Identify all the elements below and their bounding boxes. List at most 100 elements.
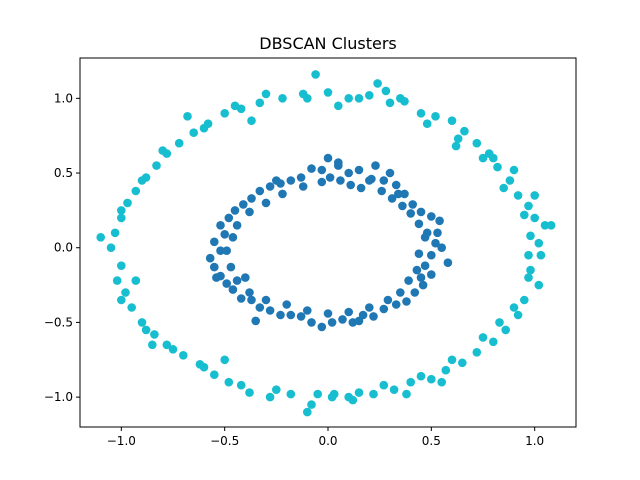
x-tick-label: 0.0 (318, 434, 337, 448)
cluster-2-point (489, 337, 498, 347)
cluster-1-point (391, 180, 401, 190)
cluster-2-point (210, 370, 219, 380)
cluster-2-point (117, 206, 126, 215)
cluster-2-point (255, 98, 265, 108)
cluster-2-point (524, 273, 533, 282)
cluster-1-point (282, 300, 292, 309)
cluster-1-point (216, 246, 225, 255)
cluster-2-point (158, 146, 167, 155)
cluster-1-point (431, 238, 440, 248)
cluster-1-point (391, 300, 401, 309)
cluster-2-point (369, 389, 378, 399)
cluster-2-point (110, 228, 120, 238)
cluster-2-point (379, 380, 389, 390)
cluster-1-point (435, 216, 444, 226)
cluster-2-point (505, 176, 515, 185)
cluster-1-point (346, 180, 356, 190)
cluster-2-point (112, 276, 122, 285)
cluster-2-point (416, 371, 426, 381)
cluster-2-point (526, 231, 535, 241)
cluster-2-point (236, 380, 246, 390)
cluster-1-point (354, 316, 364, 326)
cluster-1-point (307, 318, 316, 327)
y-tick-label: −1.0 (44, 390, 73, 404)
cluster-1-point (255, 303, 265, 312)
cluster-2-point (354, 388, 364, 397)
cluster-2-point (526, 265, 535, 275)
cluster-1-point (303, 306, 312, 315)
cluster-1-point (286, 310, 296, 320)
cluster-2-point (501, 325, 511, 335)
cluster-1-point (427, 250, 436, 260)
cluster-1-point (414, 249, 424, 258)
cluster-1-point (286, 176, 296, 185)
cluster-1-point (365, 303, 374, 312)
cluster-1-point (387, 194, 397, 203)
cluster-2-point (313, 389, 323, 399)
y-tick-label: −0.5 (44, 315, 73, 329)
cluster-2-point (540, 221, 550, 230)
cluster-2-point (137, 318, 147, 327)
cluster-1-point (416, 273, 426, 282)
y-tick-label: 1.0 (54, 91, 73, 105)
cluster-1-point (354, 165, 364, 175)
cluster-1-point (396, 288, 405, 297)
y-tick-label: 0.0 (54, 241, 73, 255)
cluster-2-point (278, 94, 287, 103)
cluster-2-point (520, 295, 529, 305)
cluster-1-point (307, 164, 316, 173)
cluster-2-point (189, 128, 198, 137)
cluster-2-point (499, 183, 509, 193)
cluster-1-point (325, 173, 335, 182)
cluster-2-point (427, 374, 436, 384)
cluster-2-point (534, 238, 544, 248)
cluster-1-point (412, 265, 422, 275)
cluster-2-point (534, 280, 544, 290)
cluster-1-point (379, 304, 389, 314)
cluster-2-point (385, 98, 395, 108)
cluster-1-point (408, 200, 418, 209)
cluster-1-point (261, 198, 271, 208)
cluster-1-point (265, 306, 275, 315)
cluster-2-point (546, 221, 556, 230)
cluster-1-point (416, 207, 426, 217)
cluster-2-point (416, 109, 426, 118)
cluster-1-point (336, 176, 345, 185)
cluster-2-point (354, 94, 364, 103)
cluster-2-point (121, 288, 130, 297)
cluster-2-point (524, 250, 533, 260)
cluster-1-point (356, 183, 366, 193)
cluster-1-point (255, 186, 265, 196)
cluster-1-point (443, 258, 453, 268)
cluster-2-point (472, 138, 482, 148)
cluster-2-point (509, 303, 519, 312)
cluster-2-point (460, 126, 469, 136)
cluster-2-point (261, 89, 271, 99)
cluster-1-point (385, 168, 395, 178)
cluster-2-point (152, 161, 161, 170)
cluster-2-point (123, 198, 132, 208)
cluster-1-point (272, 176, 281, 185)
cluster-1-point (230, 206, 240, 215)
cluster-2-point (520, 210, 529, 220)
cluster-2-point (298, 89, 308, 99)
cluster-2-point (530, 191, 539, 200)
x-tick-label: 1.0 (525, 434, 544, 448)
cluster-1-point (261, 295, 271, 305)
x-axis: −1.0 −0.5 0.0 0.5 1.0 (107, 427, 544, 448)
y-axis: −1.0 −0.5 0.0 0.5 1.0 (44, 91, 80, 404)
cluster-1-point (210, 237, 219, 247)
cluster-2-point (431, 112, 440, 121)
plot-area-frame (79, 57, 577, 428)
cluster-2-point (453, 134, 463, 143)
cluster-2-point (509, 165, 519, 175)
cluster-1-point (241, 273, 250, 282)
cluster-1-point (400, 189, 409, 199)
cluster-2-point (489, 153, 498, 163)
cluster-1-point (410, 288, 420, 297)
cluster-2-point (162, 340, 172, 350)
points-layer (96, 70, 556, 417)
cluster-1-point (420, 261, 430, 271)
